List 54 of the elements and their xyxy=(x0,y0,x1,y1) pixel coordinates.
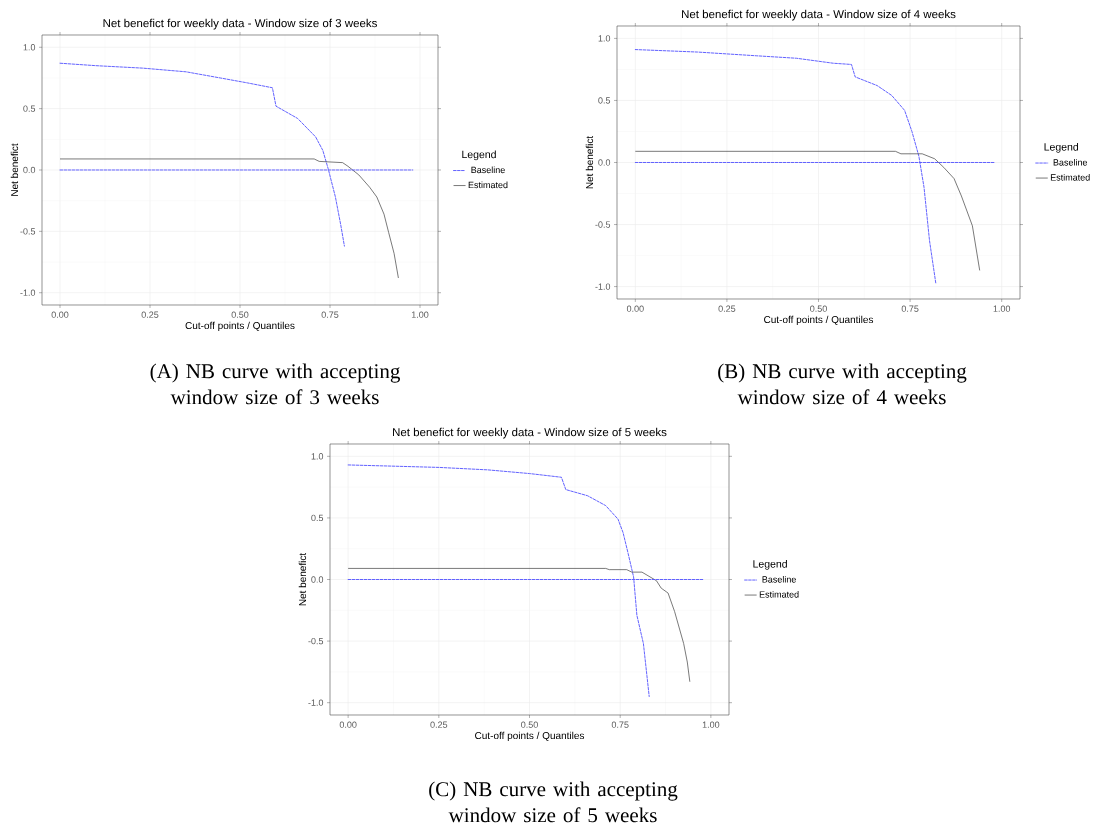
line-series xyxy=(59,158,399,279)
x-tick-label: 0.75 xyxy=(321,311,339,318)
x-tick-label: 0.50 xyxy=(231,311,249,318)
y-tick-label: 0.0 xyxy=(311,576,324,583)
x-tick-label: 0.25 xyxy=(430,721,448,728)
line-series xyxy=(634,150,981,271)
x-tick-label: 0.25 xyxy=(141,311,159,318)
y-tick-label: 0.5 xyxy=(23,105,36,112)
text: (C) NB curve with accepting window size of 5 weeks xyxy=(429,781,678,823)
y-tick-label: 0.0 xyxy=(598,159,611,166)
chart-title: Net benefict for weekly data - Window size of 3 weeks xyxy=(103,18,377,30)
y-tick-label: 1.0 xyxy=(598,35,611,42)
x-tick-label: 0.25 xyxy=(718,305,736,312)
x-axis-title: Cut-off points / Quantiles xyxy=(475,731,585,742)
legend-label: Estimated xyxy=(1050,174,1090,181)
y-tick-label: 0.0 xyxy=(23,166,36,174)
line-series xyxy=(347,568,691,683)
x-tick-label: 1.00 xyxy=(993,305,1011,312)
legend-label: Estimated xyxy=(759,591,799,598)
legend-title: Legend xyxy=(462,150,496,161)
x-tick-label: 0.00 xyxy=(339,721,357,728)
y-tick-label: 1.0 xyxy=(311,453,324,460)
legend-label: Baseline xyxy=(471,166,505,174)
x-tick-label: 0.00 xyxy=(51,311,69,318)
y-tick-label: 0.5 xyxy=(598,97,611,104)
y-tick-label: -0.5 xyxy=(595,221,611,228)
y-axis-title: Net benefict xyxy=(298,552,307,606)
chart-title: Net benefict for weekly data - Window size of 5 weeks xyxy=(393,427,667,439)
y-tick-label: -0.5 xyxy=(20,228,36,235)
x-axis-title: Cut-off points / Quantiles xyxy=(764,315,874,326)
legend-label: Estimated xyxy=(468,181,508,189)
x-tick-label: 0.00 xyxy=(626,305,644,312)
text: (B) NB curve with accepting window size of 4 weeks xyxy=(718,363,967,405)
y-tick-label: -1.0 xyxy=(20,289,36,296)
x-tick-label: 1.00 xyxy=(702,721,720,728)
x-tick-label: 0.75 xyxy=(611,721,629,728)
y-tick-label: -1.0 xyxy=(308,699,324,706)
y-tick-label: 1.0 xyxy=(23,44,36,51)
y-tick-label: 0.5 xyxy=(311,514,324,522)
x-tick-label: 0.50 xyxy=(810,305,827,312)
legend-label: Baseline xyxy=(1053,159,1088,166)
y-tick-label: -1.0 xyxy=(595,283,611,290)
chart-title: Net benefict for weekly data - Window size of 4 weeks xyxy=(682,9,956,21)
y-tick-label: -0.5 xyxy=(308,637,324,645)
x-tick-label: 1.00 xyxy=(411,311,429,318)
legend-title: Legend xyxy=(1044,142,1079,153)
y-axis-title: Net benefict xyxy=(10,143,19,196)
legend-label: Baseline xyxy=(762,576,796,583)
x-tick-label: 0.50 xyxy=(521,721,538,728)
x-axis-title: Cut-off points / Quantiles xyxy=(185,321,295,332)
x-tick-label: 0.75 xyxy=(901,305,919,312)
legend-title: Legend xyxy=(753,559,787,570)
text: (A) NB curve with accepting window size of 3 weeks xyxy=(150,363,400,405)
y-axis-title: Net benefict xyxy=(585,135,594,189)
